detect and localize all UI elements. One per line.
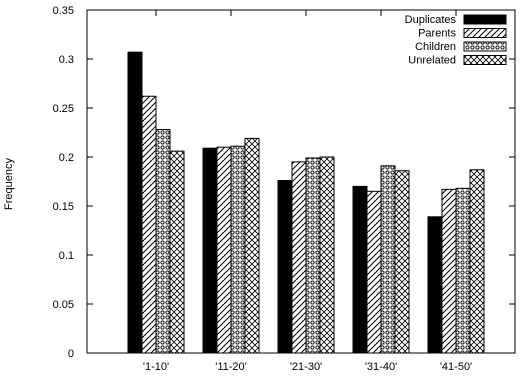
bar-parents-3	[291, 161, 307, 354]
y-axis: 0 0.05 0.1 0.15 0.2 0.25 0.3 0.35	[53, 5, 515, 360]
y-tick-label: 0.2	[59, 152, 74, 164]
x-tick-label: '11-20'	[215, 361, 247, 373]
bar-duplicates-1	[127, 51, 143, 354]
bar-children-4	[380, 165, 396, 354]
bar-duplicates-3	[277, 180, 293, 354]
y-tick-label: 0.3	[59, 54, 74, 66]
x-tick-label: '1-10'	[143, 361, 169, 373]
x-tick-label: '41-50'	[440, 361, 472, 373]
y-tick-label: 0	[68, 348, 74, 360]
y-tick-label: 0.05	[53, 299, 74, 311]
y-tick-label: 0.25	[53, 103, 74, 115]
legend-label: Children	[415, 41, 456, 53]
bar-duplicates-5	[427, 216, 443, 354]
x-tick-label: '31-40'	[365, 361, 397, 373]
bar-unrelated-2	[244, 137, 260, 354]
x-axis: '1-10' '11-20' '21-30' '31-40' '41-50'	[143, 10, 472, 373]
bar-children-1	[155, 129, 171, 354]
legend-label: Unrelated	[408, 55, 456, 67]
x-tick-label: '21-30'	[290, 361, 322, 373]
bar-unrelated-1	[169, 150, 185, 354]
bar-duplicates-2	[202, 147, 218, 354]
bar-unrelated-3	[319, 156, 335, 354]
bar-parents-2	[216, 146, 232, 354]
y-tick-label: 0.35	[53, 5, 74, 17]
legend-swatch-duplicates	[463, 14, 507, 25]
legend-swatch-parents	[463, 28, 507, 38]
bar-children-5	[455, 187, 471, 354]
bar-unrelated-5	[469, 169, 485, 354]
legend-swatch-children	[463, 41, 507, 52]
bar-children-2	[230, 145, 246, 354]
bar-parents-4	[366, 190, 382, 354]
bar-duplicates-4	[352, 185, 368, 354]
bar-parents-1	[141, 95, 157, 354]
bars	[127, 51, 485, 354]
bar-parents-5	[441, 188, 457, 354]
legend-swatch-unrelated	[463, 55, 507, 65]
bar-unrelated-4	[394, 170, 410, 354]
y-tick-label: 0.15	[53, 201, 74, 213]
legend-label: Duplicates	[405, 14, 457, 26]
y-axis-label: Frequency	[3, 158, 15, 210]
bar-children-3	[305, 157, 321, 354]
y-tick-label: 0.1	[59, 250, 74, 262]
legend-label: Parents	[418, 28, 456, 40]
